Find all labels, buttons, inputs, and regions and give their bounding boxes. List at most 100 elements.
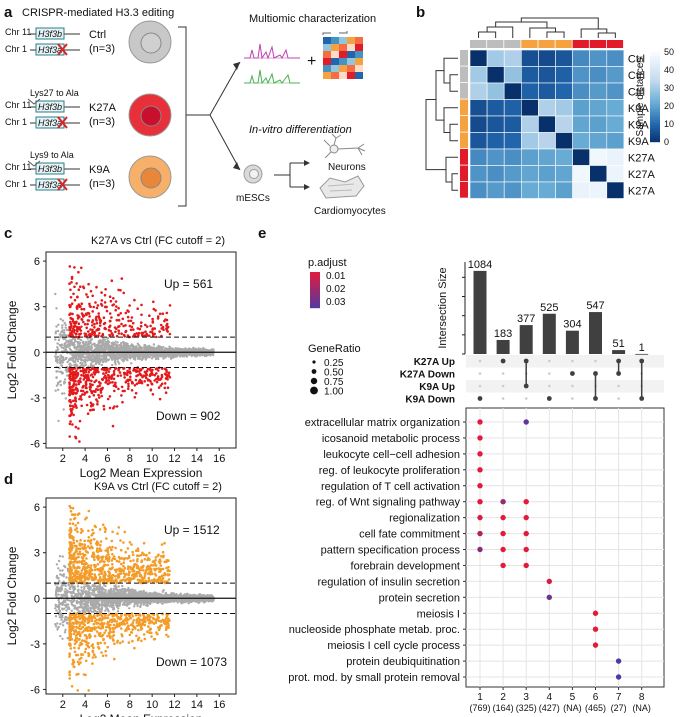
down-point <box>105 379 108 383</box>
data-point <box>61 324 64 327</box>
data-point <box>70 364 73 367</box>
arrow-multiomic <box>209 61 241 116</box>
down-point <box>68 399 71 402</box>
legend-gradient-step <box>650 56 660 59</box>
up-point <box>129 328 133 332</box>
down-point <box>160 373 164 377</box>
up-point <box>145 332 149 336</box>
down-point <box>102 408 106 411</box>
data-point <box>57 593 60 596</box>
data-point <box>157 355 160 358</box>
legend-gradient-step <box>650 54 660 57</box>
down-point <box>91 366 94 370</box>
down-point <box>88 385 92 389</box>
down-point <box>74 404 78 408</box>
up-point <box>72 321 76 325</box>
x-axis-label: Log2 Mean Expression <box>80 466 203 480</box>
data-point <box>76 344 80 348</box>
down-point <box>107 370 111 373</box>
up-point <box>108 295 112 299</box>
heatmap-cell <box>486 82 505 100</box>
legend-gradient-step <box>650 112 660 115</box>
down-point <box>83 369 86 373</box>
row-dendrogram <box>425 57 458 191</box>
data-point <box>57 338 61 342</box>
up-point <box>139 324 143 328</box>
panel-c: c K27A vs Ctrl (FC cutoff = 2) 2 4 6 8 10 12 1… <box>4 225 237 480</box>
heatmap-cell <box>572 99 590 117</box>
mutation-label: Lys27 to Ala <box>30 88 79 98</box>
nucleus-icon <box>140 32 162 54</box>
data-point <box>82 356 86 359</box>
up-point <box>151 317 154 321</box>
data-point <box>93 342 96 346</box>
down-point <box>112 377 116 381</box>
gene-label: H3f3a <box>38 118 62 128</box>
data-point <box>64 628 67 632</box>
heatmap-cell <box>572 82 590 100</box>
down-point <box>82 374 86 378</box>
data-point <box>73 355 76 359</box>
heatmap-cell <box>572 66 590 84</box>
down-point <box>68 435 71 438</box>
legend-gradient-step <box>650 136 660 139</box>
data-point <box>177 349 180 352</box>
genome-track-icon <box>244 43 300 85</box>
x-tick-label: 12 <box>168 453 180 465</box>
legend-gradient-step <box>650 116 660 119</box>
row-annotation <box>460 66 468 83</box>
legend-gradient-step <box>650 126 660 129</box>
data-point <box>66 374 69 377</box>
down-point <box>81 393 84 396</box>
data-point <box>81 345 85 348</box>
heatmap-cell <box>555 148 573 166</box>
up-point <box>133 333 136 336</box>
up-point <box>87 330 90 333</box>
up-point <box>160 327 163 330</box>
down-point <box>87 370 90 374</box>
legend-tick: 0 <box>664 137 669 147</box>
data-point <box>86 337 89 340</box>
heatmap-cell <box>555 115 573 133</box>
data-point <box>60 343 64 346</box>
data-point <box>70 599 73 603</box>
data-point <box>116 356 120 359</box>
down-point <box>94 371 98 374</box>
sample-label: K9A <box>628 119 649 131</box>
legend-tick: 10 <box>664 119 674 129</box>
data-point <box>117 607 120 610</box>
chromosome-label: Chr 1 <box>5 117 27 127</box>
down-point <box>120 394 123 397</box>
heatmap-cell <box>606 49 625 67</box>
heatmap-cell <box>469 181 488 199</box>
heatmap-cell <box>606 132 625 150</box>
up-point <box>70 302 74 306</box>
sample-label: K9A <box>628 103 649 115</box>
up-point <box>115 318 119 322</box>
down-point <box>97 380 101 384</box>
up-point <box>124 330 127 334</box>
up-point <box>104 288 107 291</box>
gene-box <box>35 162 65 175</box>
data-point <box>148 346 151 350</box>
down-point <box>86 412 90 416</box>
down-point <box>133 396 137 399</box>
down-point <box>101 378 104 382</box>
data-point <box>93 344 97 348</box>
up-point <box>138 327 142 331</box>
down-point <box>157 386 161 389</box>
dendrogram-branches <box>478 17 616 38</box>
data-point <box>203 354 207 358</box>
data-point <box>161 590 164 593</box>
mini-heatmap-cell <box>331 44 339 51</box>
up-point <box>110 316 113 319</box>
knockout-cross-icon <box>57 116 68 129</box>
column-dendrogram <box>478 17 616 38</box>
down-point <box>84 384 88 387</box>
data-point <box>91 324 94 327</box>
heatmap-cell <box>520 82 539 100</box>
up-point <box>122 333 126 337</box>
down-point <box>97 393 100 397</box>
down-point <box>118 371 122 374</box>
data-point <box>64 323 67 327</box>
